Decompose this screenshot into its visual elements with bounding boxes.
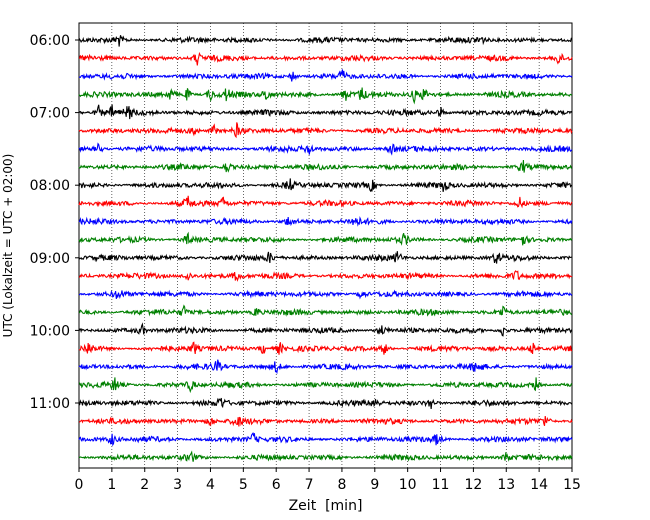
x-tick-label-0: 0 xyxy=(75,477,84,493)
trace-1130 xyxy=(78,431,573,447)
trace-1030 xyxy=(78,359,573,375)
seismic-traces xyxy=(78,35,573,462)
x-tick-label-1: 1 xyxy=(107,477,116,493)
trace-1045 xyxy=(78,377,573,394)
plot-area xyxy=(78,22,573,469)
y-tick-label-5: 11:00 xyxy=(30,396,70,412)
trace-0645 xyxy=(78,87,573,105)
trace-1100 xyxy=(78,397,573,409)
x-tick-label-2: 2 xyxy=(140,477,149,493)
trace-0700 xyxy=(78,104,573,120)
trace-0815 xyxy=(78,195,573,209)
trace-0730 xyxy=(78,142,573,156)
x-tick-label-15: 15 xyxy=(563,477,581,493)
x-tick-label-3: 3 xyxy=(173,477,182,493)
trace-0945 xyxy=(78,304,573,317)
trace-0900 xyxy=(78,251,573,264)
x-tick-label-7: 7 xyxy=(305,477,314,493)
x-tick-label-8: 8 xyxy=(337,477,346,493)
x-axis-label: Zeit [min] xyxy=(289,498,363,514)
x-tick-label-4: 4 xyxy=(206,477,215,493)
trace-0845 xyxy=(78,231,573,246)
trace-0615 xyxy=(78,51,573,66)
x-tick-label-14: 14 xyxy=(530,477,548,493)
x-tick-label-11: 11 xyxy=(432,477,450,493)
x-tick-label-10: 10 xyxy=(399,477,417,493)
trace-0745 xyxy=(78,160,573,173)
x-tick-label-5: 5 xyxy=(239,477,248,493)
y-tick-label-1: 07:00 xyxy=(30,106,70,122)
trace-1000 xyxy=(78,322,573,337)
grid-lines xyxy=(111,23,540,468)
trace-0930 xyxy=(78,289,573,300)
x-tick-label-6: 6 xyxy=(272,477,281,493)
y-tick-label-4: 10:00 xyxy=(30,323,70,339)
x-axis-ticks: 0 1 2 3 4 5 6 7 8 9 10 11 12 13 14 15 xyxy=(75,468,581,493)
y-axis-ticks: 06:00 07:00 08:00 09:00 10:00 11:00 xyxy=(30,33,79,412)
trace-0830 xyxy=(78,216,573,227)
trace-1145 xyxy=(78,450,573,462)
x-tick-label-9: 9 xyxy=(370,477,379,493)
x-tick-label-13: 13 xyxy=(497,477,515,493)
trace-0915 xyxy=(78,270,573,282)
trace-0800 xyxy=(78,178,573,193)
trace-0715 xyxy=(78,122,573,139)
x-tick-label-12: 12 xyxy=(464,477,482,493)
y-tick-label-2: 08:00 xyxy=(30,178,70,194)
trace-1115 xyxy=(78,416,573,427)
trace-1015 xyxy=(78,341,573,355)
y-axis-label: UTC (Lokalzeit = UTC + 02:00) xyxy=(1,154,15,338)
trace-0630 xyxy=(78,69,573,82)
trace-0600 xyxy=(78,35,573,47)
y-tick-label-0: 06:00 xyxy=(30,33,70,49)
y-tick-label-3: 09:00 xyxy=(30,251,70,267)
